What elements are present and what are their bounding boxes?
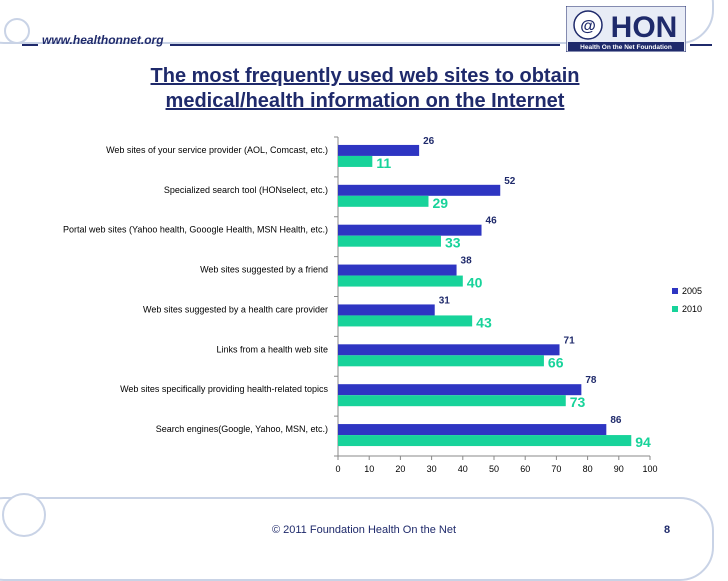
bar-2010 xyxy=(338,435,632,447)
category-label: Search engines(Google, Yahoo, MSN, etc.) xyxy=(156,424,328,434)
bar-2010 xyxy=(338,395,566,407)
header-rule-middle xyxy=(170,44,560,46)
data-label-2010: 11 xyxy=(376,155,391,171)
title-line-2: medical/health information on the Intern… xyxy=(165,90,565,112)
category-label: Web sites of your service provider (AOL,… xyxy=(106,145,328,155)
bar-2010 xyxy=(338,155,373,167)
footer-corner-circle xyxy=(2,493,46,537)
header-corner-circle xyxy=(4,18,30,44)
x-tick-label: 0 xyxy=(335,464,340,474)
data-label-2010: 40 xyxy=(467,275,483,291)
legend-label-2010: 2010 xyxy=(682,304,702,314)
data-label-2005: 26 xyxy=(423,136,435,147)
x-tick-label: 20 xyxy=(395,464,405,474)
svg-text:@: @ xyxy=(580,18,596,35)
bar-2005 xyxy=(338,304,435,316)
title-line-1: The most frequently used web sites to ob… xyxy=(150,65,580,87)
page-title: The most frequently used web sites to ob… xyxy=(60,64,670,114)
logo-subtitle: Health On the Net Foundation xyxy=(580,44,672,51)
bar-2005 xyxy=(338,264,457,276)
x-tick-label: 50 xyxy=(489,464,499,474)
category-label: Links from a health web site xyxy=(216,344,328,354)
data-label-2005: 78 xyxy=(585,375,597,386)
category-label: Web sites specifically providing health-… xyxy=(120,384,328,394)
x-tick-label: 30 xyxy=(427,464,437,474)
page-number: 8 xyxy=(664,524,671,536)
bar-2005 xyxy=(338,344,560,356)
data-label-2010: 29 xyxy=(432,195,448,211)
x-tick-label: 90 xyxy=(614,464,624,474)
data-label-2010: 66 xyxy=(548,354,564,370)
x-tick-label: 80 xyxy=(583,464,593,474)
x-tick-label: 10 xyxy=(364,464,374,474)
x-tick-label: 100 xyxy=(642,464,657,474)
bar-2005 xyxy=(338,384,582,396)
data-label-2010: 73 xyxy=(570,394,586,410)
category-label: Specialized search tool (HONselect, etc.… xyxy=(164,185,328,195)
bar-2005 xyxy=(338,424,607,436)
data-label-2010: 43 xyxy=(476,314,492,330)
bar-2010 xyxy=(338,235,441,247)
logo-text: HON xyxy=(611,11,678,44)
data-label-2010: 94 xyxy=(635,434,651,450)
data-label-2005: 86 xyxy=(610,415,622,426)
category-label: Web sites suggested by a health care pro… xyxy=(143,304,328,314)
bar-chart: 0 10 20 30 40 50 60 70 80 90 100 Web sites of your … xyxy=(63,136,702,474)
category-label: Web sites suggested by a friend xyxy=(200,265,328,275)
data-label-2005: 38 xyxy=(461,256,473,267)
legend-swatch-2010 xyxy=(672,306,678,312)
data-label-2005: 52 xyxy=(504,176,516,187)
legend-swatch-2005 xyxy=(672,288,678,294)
bar-2005 xyxy=(338,144,420,156)
x-tick-label: 60 xyxy=(520,464,530,474)
data-label-2005: 46 xyxy=(486,216,498,227)
bar-2005 xyxy=(338,184,501,196)
data-label-2005: 71 xyxy=(564,335,576,346)
footer-copyright: © 2011 Foundation Health On the Net xyxy=(271,524,457,536)
bar-2005 xyxy=(338,224,482,236)
bar-2010 xyxy=(338,195,429,207)
data-label-2005: 31 xyxy=(439,295,451,306)
category-label: Portal web sites (Yahoo health, Gooogle … xyxy=(63,225,328,235)
site-url[interactable]: www.healthonnet.org xyxy=(42,33,164,47)
bar-2010 xyxy=(338,275,463,287)
legend-label-2005: 2005 xyxy=(682,286,702,296)
x-tick-label: 40 xyxy=(458,464,468,474)
globe-icon xyxy=(573,10,603,40)
bar-2010 xyxy=(338,355,544,367)
data-label-2010: 33 xyxy=(445,235,461,251)
header-rule-left xyxy=(22,44,38,46)
hon-logo: @ HON Health On the Net Foundation xyxy=(566,6,686,52)
header-rule-right xyxy=(690,44,712,46)
bar-2010 xyxy=(338,315,473,327)
x-tick-label: 70 xyxy=(551,464,561,474)
